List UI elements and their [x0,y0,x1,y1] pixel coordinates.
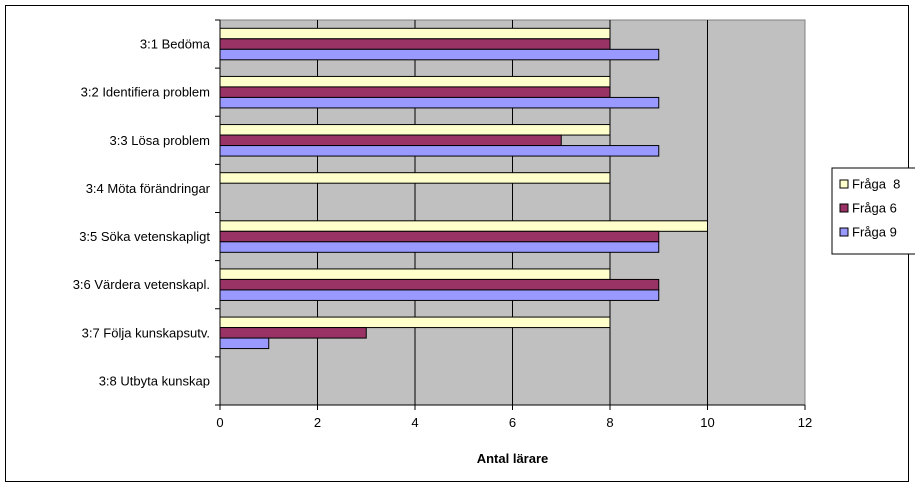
bar [219,145,660,157]
bar [219,86,611,98]
legend-swatch [839,227,849,237]
bar [219,27,611,40]
bar [219,241,660,253]
category-label: 3:3 Lösa problem [110,133,210,148]
x-tick-label: 6 [509,415,516,430]
x-axis-title: Antal lärare [477,451,549,466]
bar [219,96,660,109]
category-label: 3:8 Utbyta kunskap [99,373,210,388]
category-labels: 3:1 Bedöma 3:2 Identifiera problem 3:3 Lös… [73,37,211,389]
bar [219,337,270,350]
x-tick-label: 12 [798,415,812,430]
bar [219,289,660,301]
x-tick-label: 0 [216,415,223,430]
bar [219,48,660,61]
category-label: 3:7 Följa kunskapsutv. [82,325,210,340]
legend-label: Fråga 6 [852,201,897,216]
x-tick-label: 2 [314,415,321,430]
legend-swatch [839,179,849,189]
bar [219,75,611,88]
category-label: 3:1 Bedöma [140,37,211,52]
bar [219,124,611,136]
x-tick-label: 10 [700,415,714,430]
bar [219,268,611,280]
bars [219,27,708,350]
legend-label: Fråga 9 [852,225,897,240]
x-tick-label: 4 [411,415,418,430]
category-label: 3:2 Identifiera problem [81,85,210,100]
legend: Fråga 8 Fråga 6 Fråga 9 [831,167,915,255]
category-label: 3:4 Möta förändringar [86,181,211,196]
x-tick-label: 8 [606,415,613,430]
bar [219,278,660,291]
x-tick-labels: 0 2 4 6 8 10 12 [216,415,812,430]
bar [219,38,611,50]
bar [219,172,611,184]
legend-label: Fråga 8 [852,177,900,192]
legend-swatch [839,203,849,213]
bar [219,134,562,147]
bar [219,230,660,243]
category-label: 3:5 Söka vetenskapligt [79,229,210,244]
bar [219,316,611,329]
category-label: 3:6 Värdera vetenskapl. [73,277,210,292]
bar [219,220,708,232]
bar [219,327,367,339]
axes [215,19,806,410]
